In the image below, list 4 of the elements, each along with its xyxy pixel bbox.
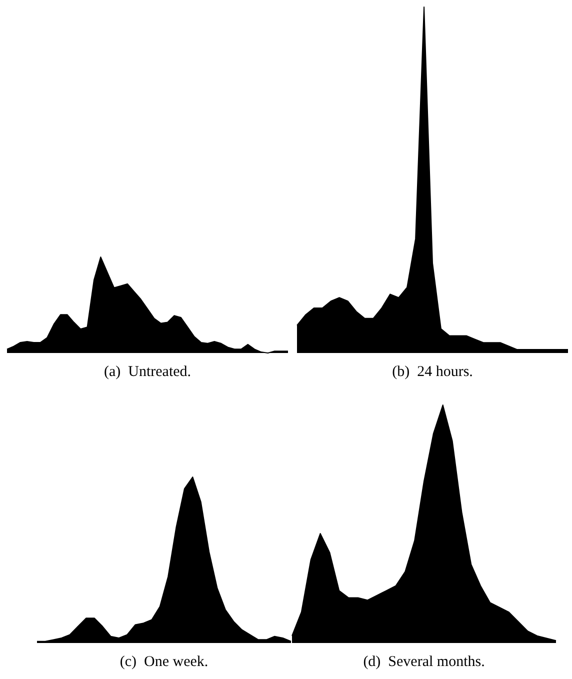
text: (a) Untreated.: [104, 364, 192, 380]
text: (b) 24 hours.: [392, 364, 473, 380]
text: (d) Several months.: [363, 654, 485, 670]
text: (c) One week.: [120, 654, 208, 670]
